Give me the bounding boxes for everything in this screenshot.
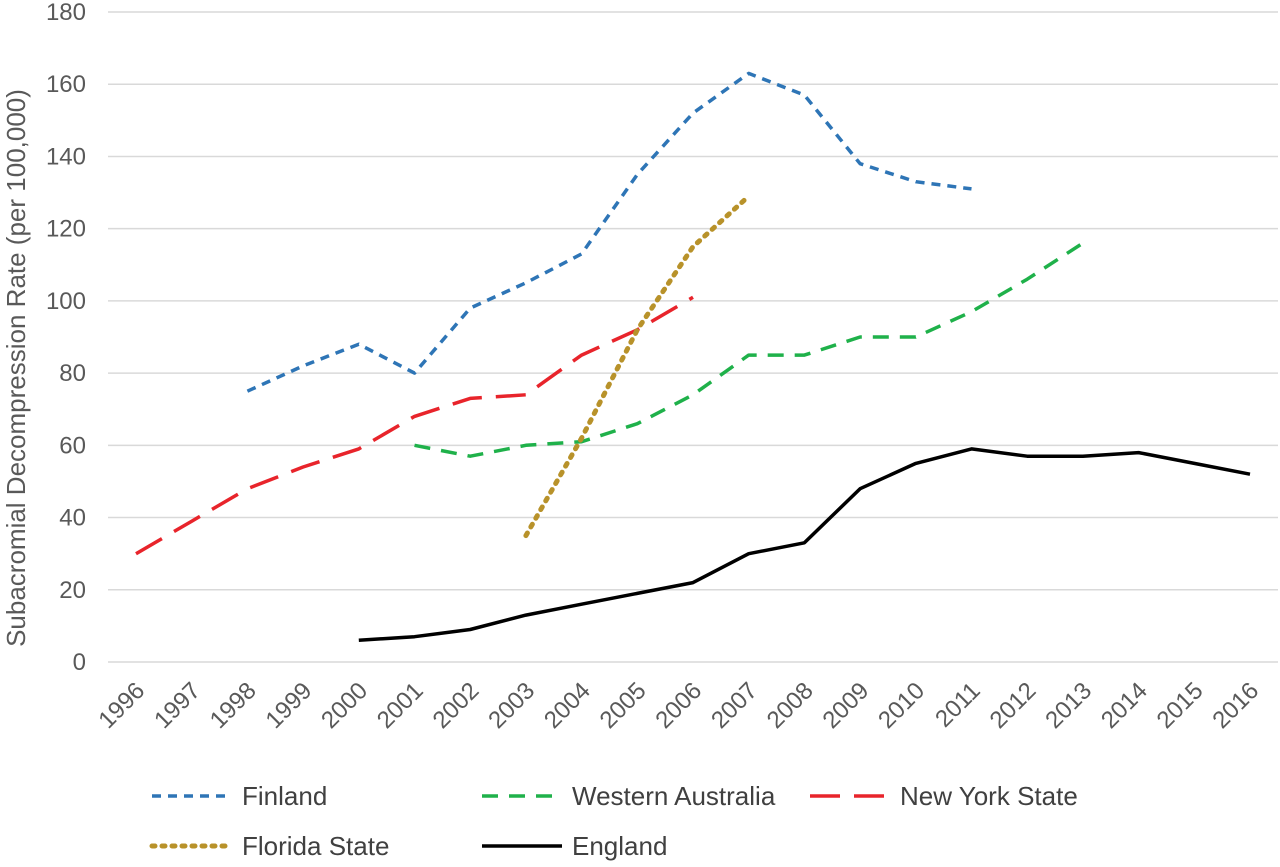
x-tick-label: 1997 [149, 677, 206, 734]
x-tick-label: 2016 [1207, 677, 1264, 734]
x-tick-label: 2013 [1040, 677, 1097, 734]
series-line-england [358, 447, 1251, 643]
y-axis-ticks: 0 20 40 60 80 100 120 140 160 180 [46, 0, 86, 676]
x-tick-label: 2014 [1096, 677, 1153, 734]
y-axis-title: Subacromial Decompression Rate (per 100,… [1, 89, 31, 647]
x-tick-label: 2002 [428, 677, 485, 734]
series-lines [135, 71, 1251, 643]
y-tick-label: 160 [46, 71, 86, 98]
x-tick-label: 2003 [483, 677, 540, 734]
x-axis-ticks: 1996199719981999200020012002200320042005… [93, 677, 1264, 734]
x-tick-label: 2001 [372, 677, 429, 734]
series-line-florida-state [523, 193, 752, 539]
x-tick-label: 2012 [985, 677, 1042, 734]
legend-label: Florida State [242, 831, 389, 861]
x-tick-label: 1999 [260, 677, 317, 734]
x-tick-label: 2005 [595, 677, 652, 734]
y-tick-label: 140 [46, 143, 86, 170]
y-tick-label: 80 [59, 360, 86, 387]
x-tick-label: 2011 [930, 677, 986, 733]
y-tick-label: 40 [59, 505, 86, 532]
x-tick-label: 2006 [650, 677, 707, 734]
y-tick-label: 60 [59, 432, 86, 459]
x-tick-label: 2008 [762, 677, 819, 734]
y-tick-label: 100 [46, 288, 86, 315]
x-tick-label: 1996 [93, 677, 150, 734]
legend-label: Western Australia [572, 781, 776, 811]
legend-label: England [572, 831, 667, 861]
series-line-finland [246, 71, 972, 393]
y-tick-label: 120 [46, 216, 86, 243]
x-tick-label: 2004 [539, 677, 596, 734]
y-tick-label: 0 [73, 649, 86, 676]
y-tick-label: 20 [59, 577, 86, 604]
y-tick-label: 180 [46, 0, 86, 26]
x-tick-label: 2000 [316, 677, 373, 734]
series-line-western-australia [414, 241, 1084, 458]
gridlines [108, 11, 1278, 663]
x-tick-label: 2010 [873, 677, 930, 734]
series-line-new-york-state [135, 295, 694, 556]
legend-label: Finland [242, 781, 327, 811]
x-tick-label: 1998 [205, 677, 262, 734]
x-tick-label: 2009 [817, 677, 874, 734]
x-tick-label: 2007 [706, 677, 763, 734]
legend-label: New York State [900, 781, 1078, 811]
x-tick-label: 2015 [1152, 677, 1209, 734]
legend: Finland Western Australia New York State Fl… [149, 781, 1078, 861]
